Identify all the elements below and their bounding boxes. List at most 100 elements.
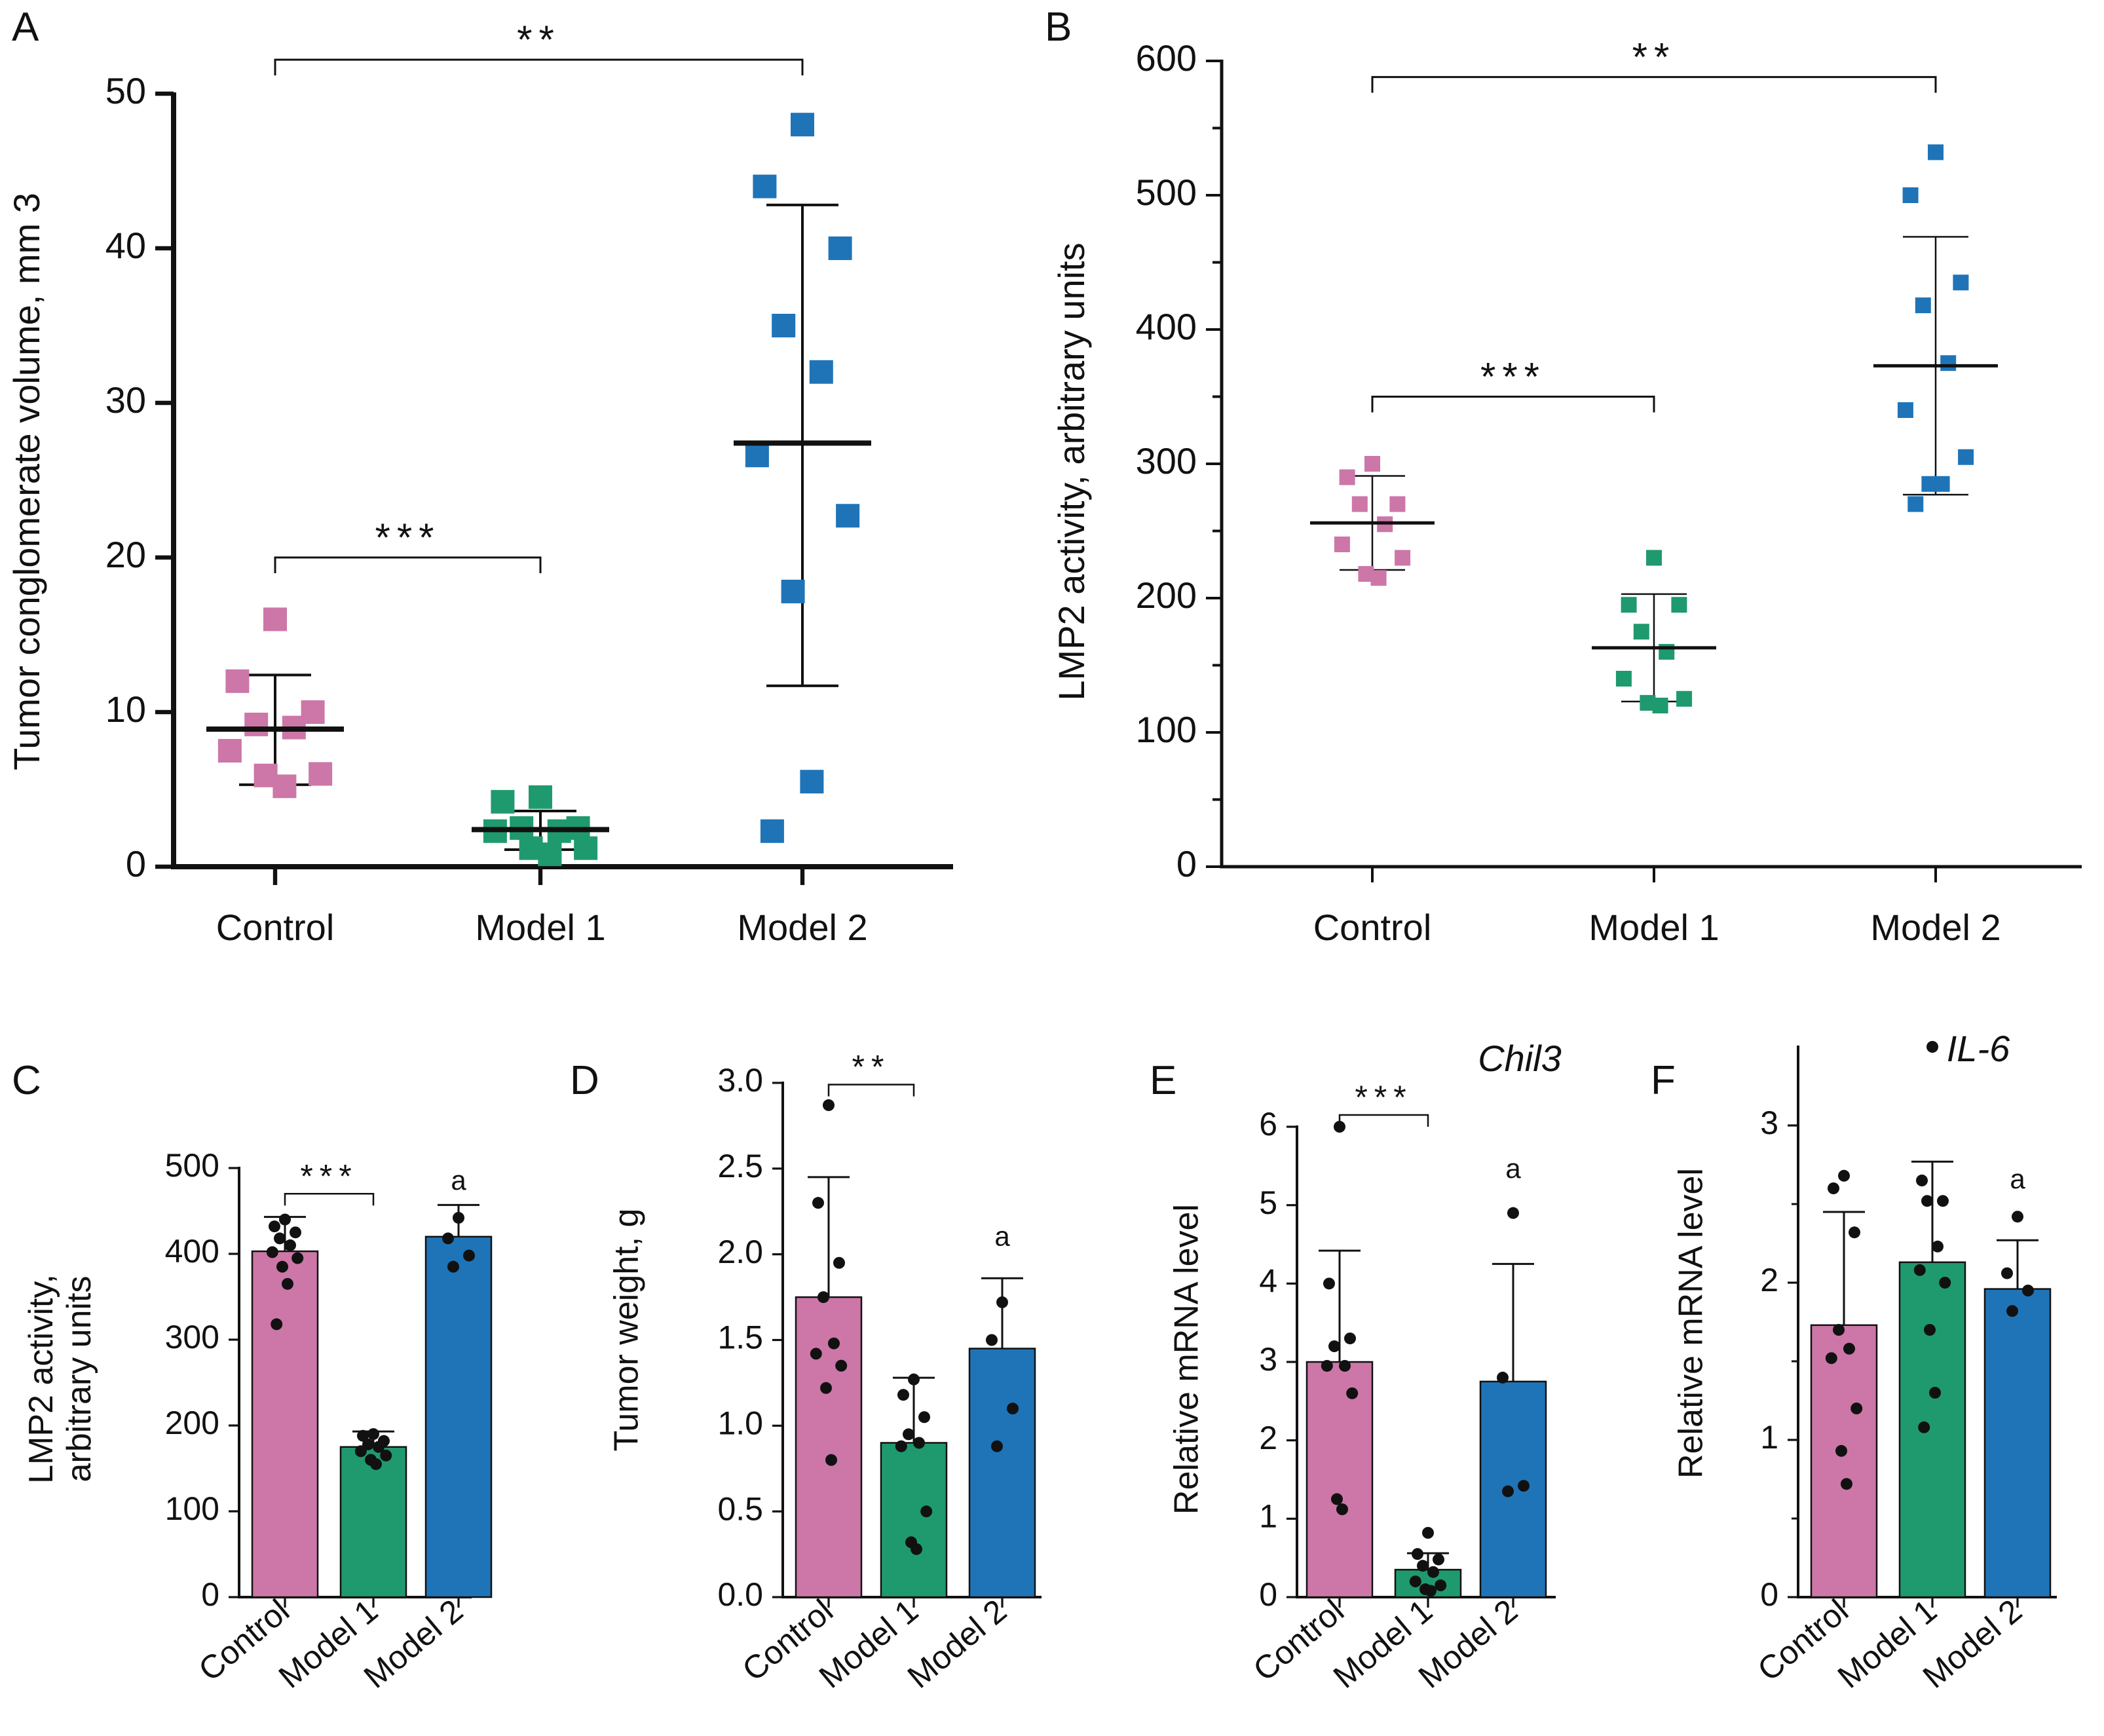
data-point [463, 1249, 475, 1262]
bar [1306, 1361, 1374, 1598]
y-tick-label: 3 [1259, 1341, 1277, 1378]
y-tick-label: 1.0 [717, 1405, 763, 1442]
data-point [1328, 1340, 1340, 1353]
panel-label: A [12, 5, 39, 50]
data-point [1395, 550, 1411, 566]
data-point [1835, 1444, 1847, 1457]
bar [1810, 1324, 1878, 1598]
data-point [266, 1246, 278, 1258]
data-point [271, 1318, 283, 1330]
data-point [809, 360, 833, 384]
significance-stars: *** [1355, 1079, 1412, 1116]
data-point [1346, 1387, 1359, 1399]
y-tick-label: 200 [165, 1405, 219, 1441]
data-point [833, 1256, 845, 1269]
data-point [1926, 1041, 1938, 1053]
y-tick-label: 200 [1136, 575, 1197, 616]
data-point [1843, 1342, 1855, 1355]
data-point [1902, 187, 1919, 203]
data-point [1339, 469, 1355, 485]
y-tick-label: 1 [1259, 1498, 1277, 1535]
y-tick-label: 500 [165, 1147, 219, 1184]
data-point [1435, 1579, 1447, 1592]
data-point [903, 1428, 914, 1441]
data-point [1916, 1175, 1928, 1186]
data-point [354, 1445, 367, 1458]
significance-bracket [1371, 396, 1655, 413]
panel-label: D [570, 1058, 599, 1103]
y-tick-label: 100 [165, 1490, 219, 1527]
data-point [357, 1429, 369, 1442]
y-tick-label: 300 [1136, 440, 1197, 481]
data-point [1633, 624, 1649, 640]
data-point [1915, 297, 1931, 314]
data-point [217, 739, 242, 763]
data-point [825, 1454, 837, 1466]
data-point [1913, 1264, 1926, 1276]
data-point [908, 1373, 920, 1386]
data-point [274, 1232, 286, 1245]
y-tick-label: 20 [105, 534, 146, 575]
data-point [1937, 1195, 1949, 1207]
data-point [442, 1232, 454, 1245]
y-tick-label: 0.5 [717, 1490, 763, 1527]
data-point [1427, 1566, 1439, 1578]
data-point [1676, 690, 1693, 707]
data-point [897, 1389, 909, 1401]
significance-stars: ** [852, 1049, 891, 1085]
data-point [1849, 1226, 1860, 1239]
data-point [538, 842, 562, 867]
data-point [263, 607, 287, 632]
y-axis-label: Tumor weight, g [608, 1209, 646, 1452]
x-tick-label: Model 2 [737, 907, 867, 948]
data-point [1497, 1371, 1509, 1384]
significance-letter: a [994, 1221, 1010, 1252]
data-point [491, 789, 515, 814]
data-point [1007, 1403, 1019, 1415]
data-point [284, 1239, 296, 1251]
data-point [1621, 597, 1637, 613]
data-point [1409, 1576, 1421, 1588]
y-axis-label: LMP2 activity, arbitrary units [1051, 242, 1092, 700]
data-point [1646, 550, 1662, 566]
y-axis-label: arbitrary units [60, 1276, 98, 1482]
data-point [1833, 1324, 1845, 1336]
bar [1898, 1261, 1966, 1598]
y-tick-label: 500 [1136, 172, 1197, 213]
data-point [1939, 1277, 1951, 1289]
data-point [276, 1260, 288, 1273]
bar [880, 1442, 948, 1598]
data-point [1671, 597, 1687, 613]
data-point [309, 762, 333, 786]
panel-b: B LMP2 activity, arbitrary units 0 100 200 30… [1045, 5, 2082, 948]
y-tick-label: 1.5 [717, 1319, 763, 1356]
data-point [1828, 1182, 1839, 1194]
significance-bracket [827, 1084, 915, 1097]
data-point [895, 1440, 907, 1452]
data-point [370, 1458, 382, 1470]
significance-bracket [1371, 76, 1937, 93]
significance-bracket [1338, 1114, 1429, 1127]
data-point [1518, 1480, 1530, 1492]
panel-label: F [1651, 1058, 1676, 1103]
data-point [1928, 144, 1944, 160]
y-tick-label: 30 [105, 379, 146, 421]
x-tick-label: Model 1 [1588, 907, 1719, 948]
data-point [1924, 1324, 1936, 1336]
bar [968, 1348, 1036, 1598]
significance-letter: a [1505, 1153, 1521, 1184]
significance-bracket [274, 58, 804, 76]
data-point [1422, 1526, 1434, 1539]
data-point [836, 504, 860, 528]
data-point [986, 1334, 998, 1346]
data-point [1417, 1560, 1429, 1572]
data-point [791, 113, 814, 137]
data-point [2012, 1211, 2023, 1223]
significance-stars: ** [1632, 35, 1676, 79]
data-point [828, 236, 852, 260]
y-tick-label: 5 [1259, 1184, 1277, 1221]
data-point [996, 1296, 1008, 1308]
